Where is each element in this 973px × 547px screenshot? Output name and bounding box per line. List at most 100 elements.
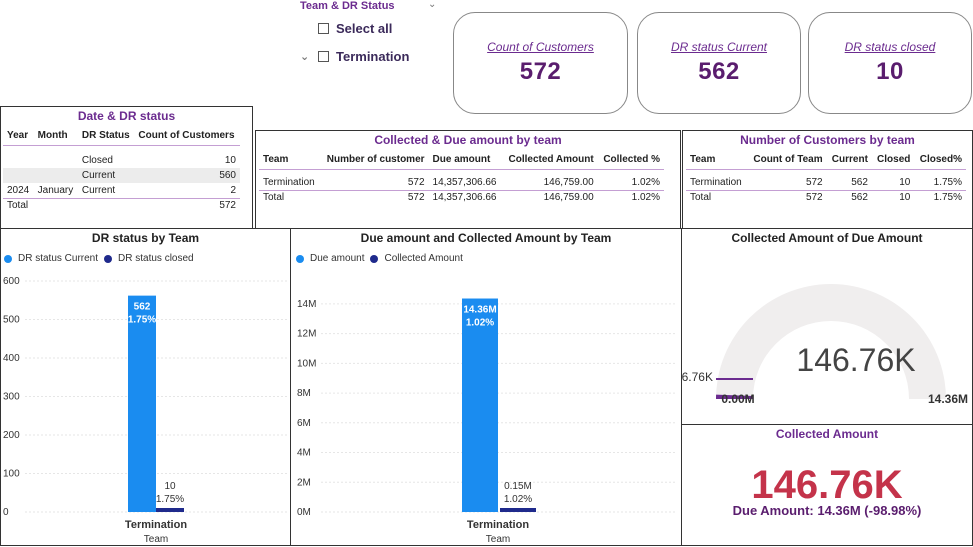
card-label[interactable]: DR status Current <box>670 40 768 54</box>
table-cell: 1.75% <box>933 176 962 188</box>
column-header[interactable]: Due amount <box>432 154 491 166</box>
table-cell: 572 <box>805 176 823 188</box>
bar-data-label: 1.75% <box>128 315 156 326</box>
legend-label[interactable]: DR status closed <box>118 253 194 264</box>
column-header[interactable]: Year <box>7 130 29 142</box>
table-cell <box>34 198 78 213</box>
table-cell: 562 <box>851 176 868 188</box>
bar-dr-status-current <box>128 295 156 512</box>
table-cell: 572 <box>407 176 425 188</box>
card-count-of-customers: Count of Customers 572 <box>453 12 628 114</box>
kpi-subtitle: Due Amount: 14.36M (-98.98%) <box>732 503 922 518</box>
column-header[interactable]: Team <box>690 154 716 166</box>
gauge-marker-label: 146.76K <box>682 370 713 384</box>
gauge-track <box>716 284 946 399</box>
collected-due-table: Team Number of customer Due amount Colle… <box>259 151 664 205</box>
kpi-value: 146.76K <box>751 463 903 507</box>
gauge-chart: 146.76K 146.76K 0.00M 14.36M <box>682 284 968 406</box>
chart-legend: Due amount Collected Amount <box>296 253 463 264</box>
y-tick-label: 12M <box>297 329 316 340</box>
bar-dr-status-closed <box>156 508 184 512</box>
y-tick-label: 6M <box>297 418 311 429</box>
y-tick-label: 400 <box>3 353 20 364</box>
gauge-value: 146.76K <box>796 342 915 378</box>
table-cell: Total <box>690 192 712 204</box>
column-header[interactable]: Closed <box>877 154 911 166</box>
slicer-option-select-all[interactable]: Select all <box>318 21 392 36</box>
x-axis-title: Team <box>486 534 510 545</box>
bar-data-label: 1.02% <box>504 494 532 505</box>
column-header[interactable]: Collected Amount <box>508 154 594 166</box>
column-header[interactable]: Count of Team <box>753 154 823 166</box>
table-cell: 2024 <box>7 184 30 196</box>
table-cell: 572 <box>805 192 823 204</box>
bar-data-label: 1.02% <box>466 318 494 329</box>
gauge-max-label: 14.36M <box>928 392 968 406</box>
gauge-fill <box>716 394 754 399</box>
table-cell: 1.02% <box>631 176 660 188</box>
y-tick-label: 300 <box>3 392 20 403</box>
column-header[interactable]: Month <box>37 130 68 142</box>
checkbox-icon[interactable] <box>318 51 329 62</box>
legend-label[interactable]: Collected Amount <box>384 253 463 264</box>
column-header[interactable]: DR Status <box>81 130 130 142</box>
panel-title: Number of Customers by team <box>740 133 915 147</box>
legend-dot <box>370 254 379 263</box>
table-cell: Current <box>81 170 116 181</box>
bar-collected-amount <box>500 508 536 512</box>
checkbox-icon[interactable] <box>318 23 329 34</box>
date-dr-status-panel: Date & DR status Year Month DR Status Co… <box>0 106 253 229</box>
card-label[interactable]: Count of Customers <box>487 40 594 54</box>
y-tick-label: 2M <box>297 477 311 488</box>
column-header[interactable]: Collected % <box>603 154 660 166</box>
y-tick-label: 14M <box>297 299 316 310</box>
bar-data-label: 0.15M <box>504 481 532 492</box>
chevron-down-icon[interactable]: ⌄ <box>428 0 437 10</box>
table-cell: 10 <box>899 192 911 204</box>
gauge-panel: Collected Amount of Due Amount 146.76K14… <box>681 228 973 425</box>
dr-status-chart-panel: DR status by Team DR status Current DR s… <box>0 228 291 546</box>
card-label[interactable]: DR status closed <box>844 40 936 54</box>
table-total-row: Total 572 14,357,306.66 146,759.00 1.02% <box>259 190 664 205</box>
y-tick-label: 600 <box>3 276 20 287</box>
column-header[interactable]: Number of customer <box>326 154 425 166</box>
slicer-option-label: Termination <box>336 49 410 64</box>
collected-amount-kpi-panel: Collected Amount 146.76K Due Amount: 14.… <box>681 424 973 546</box>
column-header[interactable]: Count of Customers <box>138 130 235 142</box>
column-header[interactable]: Closed% <box>919 154 962 166</box>
chevron-right-icon[interactable]: ⌄ <box>300 51 310 63</box>
table-row: Current 560 <box>3 168 240 183</box>
card-value: 562 <box>698 58 740 85</box>
column-header[interactable]: Team <box>263 154 289 166</box>
slicer-title: Team & DR Status <box>300 0 395 12</box>
table-total-row: Total 572 562 10 1.75% <box>686 190 966 205</box>
table-cell: 572 <box>407 192 425 204</box>
legend-label[interactable]: Due amount <box>310 253 365 264</box>
legend-dot <box>4 254 12 263</box>
slicer-option-label: Select all <box>336 21 393 36</box>
y-tick-label: 200 <box>3 430 20 441</box>
y-tick-label: 0M <box>297 507 311 518</box>
column-header[interactable]: Current <box>831 154 868 166</box>
table-cell <box>3 153 34 168</box>
table-cell: 560 <box>219 170 236 181</box>
slicer-option-termination[interactable]: ⌄ Termination <box>300 49 409 64</box>
x-category-label: Termination <box>125 519 187 531</box>
kpi-title: Collected Amount <box>775 427 879 441</box>
table-row: Termination 572 562 10 1.75% <box>686 175 966 190</box>
table-cell: Termination <box>263 176 315 188</box>
x-axis-title: Team <box>144 534 168 545</box>
table-cell <box>78 198 135 213</box>
legend-dot <box>296 254 304 263</box>
legend-label[interactable]: DR status Current <box>18 253 99 264</box>
bar-data-label: 10 <box>164 481 176 492</box>
date-dr-status-table: Year Month DR Status Count of Customers … <box>3 127 240 213</box>
table-cell: 146,759.00 <box>543 176 594 188</box>
bar-data-label: 1.75% <box>156 494 184 505</box>
table-cell: 1.02% <box>631 192 660 204</box>
y-tick-label: 0 <box>3 507 9 518</box>
chart-legend: DR status Current DR status closed <box>4 253 194 264</box>
card-dr-status-closed: DR status closed 10 <box>808 12 972 114</box>
table-cell: 10 <box>899 176 911 188</box>
table-cell: 1.75% <box>933 192 962 204</box>
